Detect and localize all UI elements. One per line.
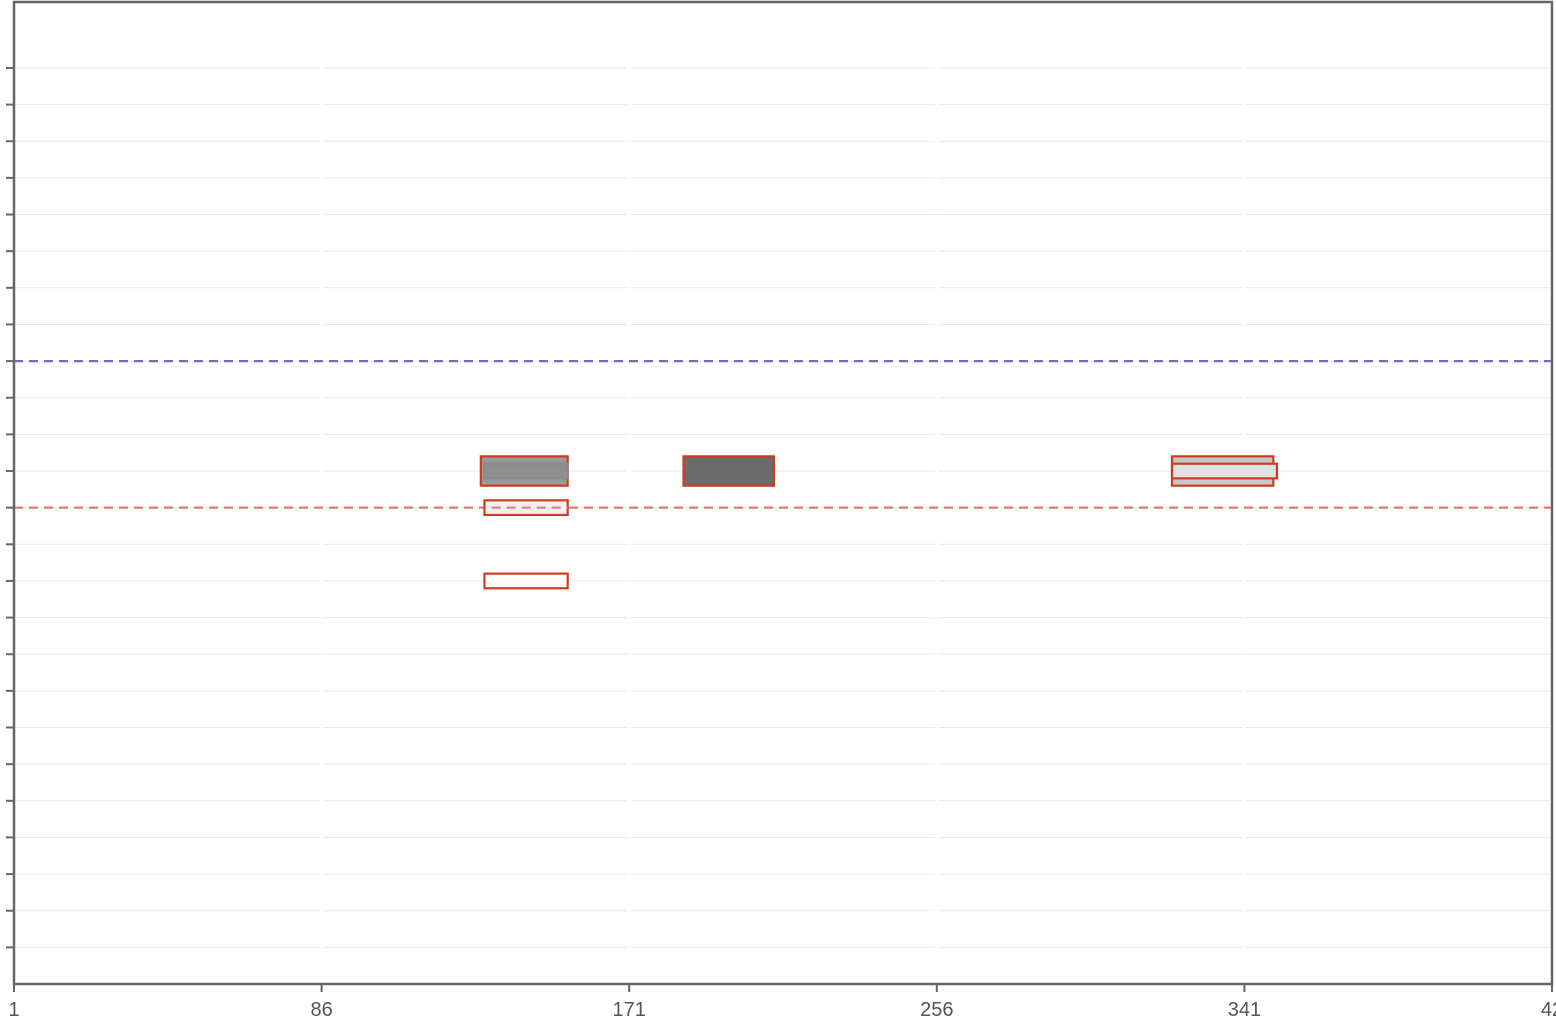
- x-tick-label: 86: [310, 999, 332, 1019]
- x-tick-label: 1: [8, 999, 19, 1019]
- x-tick-label: 42: [1541, 999, 1556, 1019]
- gridlines: [12, 2, 1554, 984]
- box-mark: [682, 455, 776, 487]
- box-mark: [483, 462, 569, 480]
- y-axis-ticks: [6, 66, 14, 949]
- box-mark: [1170, 462, 1279, 480]
- x-tick-label: 171: [613, 999, 646, 1019]
- boxes: [479, 455, 1279, 590]
- box-mark: [483, 572, 569, 590]
- x-axis-ticks: 1 86 171 256 341 42: [8, 984, 1556, 1019]
- plot-frame: [12, 0, 1554, 986]
- x-tick-label: 256: [920, 999, 953, 1019]
- reference-lines: [14, 359, 1552, 509]
- x-tick-label: 341: [1228, 999, 1261, 1019]
- axes: [12, 0, 1554, 986]
